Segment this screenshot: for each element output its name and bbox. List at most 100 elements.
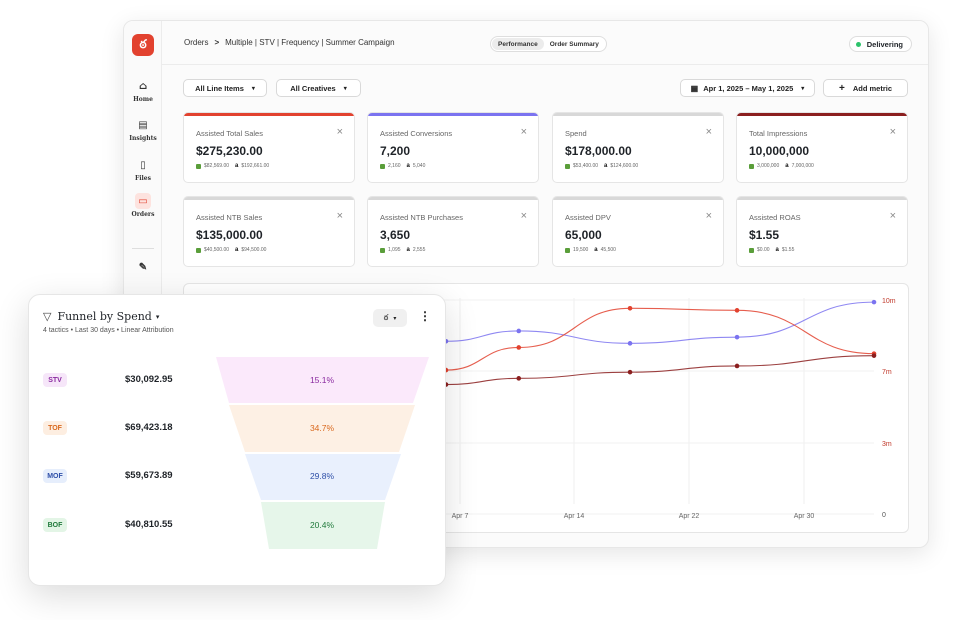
tactic-spend: $40,810.55	[125, 519, 173, 530]
line-items-label: All Line Items	[195, 83, 244, 93]
funnel-segment[interactable]	[216, 357, 429, 403]
metric-breakdown-b: $94,500.00	[241, 247, 267, 253]
metric-card[interactable]: Assisted ROAS × $1.55 $0.00 a $1.55	[736, 196, 908, 267]
chart-point[interactable]	[734, 334, 740, 340]
metric-breakdown: 1,095 a 2,555	[380, 247, 425, 253]
close-icon[interactable]: ×	[705, 126, 712, 138]
funnel-title[interactable]: ▽ Funnel by Spend ▾	[43, 310, 159, 323]
chart-point[interactable]	[871, 299, 877, 305]
chart-point[interactable]	[734, 308, 740, 313]
breadcrumb-current: Multiple | STV | Frequency | Summer Camp…	[225, 38, 395, 47]
add-metric-button[interactable]: + Add metric	[823, 79, 908, 97]
sidebar-item-label: Insights	[129, 135, 157, 142]
metric-color-bar	[737, 113, 907, 116]
close-icon[interactable]: ×	[336, 210, 343, 222]
chart-point[interactable]	[871, 353, 877, 358]
chart-point[interactable]	[627, 341, 633, 346]
amazon-icon: a	[235, 247, 239, 253]
app-logo[interactable]: ఠ	[132, 34, 154, 56]
chart-point[interactable]	[734, 363, 740, 369]
creatives-dropdown[interactable]: All Creatives ▾	[276, 79, 361, 97]
file-icon: ▯	[140, 159, 146, 171]
metric-breakdown-a: $82,569.00	[204, 163, 230, 169]
metric-breakdown-b: $192,661.00	[241, 163, 270, 169]
shopify-icon	[565, 163, 570, 169]
sidebar-item-files[interactable]: ▯ Files	[124, 157, 162, 183]
sidebar-item-insights[interactable]: ▤ Insights	[124, 117, 162, 143]
chart-point[interactable]	[516, 328, 522, 334]
chart-point[interactable]	[627, 369, 633, 375]
close-icon[interactable]: ×	[336, 126, 343, 138]
chart-y-tick-label: 3m	[882, 441, 892, 448]
plus-icon: +	[838, 82, 845, 94]
amazon-icon: a	[604, 163, 608, 169]
metric-breakdown: $82,569.00 a $192,661.00	[196, 163, 269, 169]
funnel-subtitle: 4 tactics • Last 30 days • Linear Attrib…	[43, 327, 174, 334]
shopify-icon	[380, 247, 385, 253]
date-range-picker[interactable]: ▦ Apr 1, 2025 – May 1, 2025 ▾	[680, 79, 815, 97]
metric-card[interactable]: Assisted DPV × 65,000 19,500 a 45,500	[552, 196, 724, 267]
sidebar-item-edit[interactable]: ✎	[124, 259, 162, 277]
metric-card[interactable]: Total Impressions × 10,000,000 3,000,000 a 7,…	[736, 112, 908, 183]
metric-color-bar	[184, 113, 354, 116]
metric-label: Assisted Conversions	[380, 129, 453, 138]
metric-breakdown-b: 45,500	[600, 247, 616, 253]
tactic-badge: TOF	[43, 421, 67, 435]
tactic-share: 15.1%	[309, 375, 335, 385]
shopify-icon	[749, 163, 754, 169]
metric-breakdown: 2,160 a 5,040	[380, 163, 425, 169]
sidebar-item-home[interactable]: ⌂ Home	[124, 78, 162, 104]
metric-breakdown: 19,500 a 45,500	[565, 247, 616, 253]
metric-card[interactable]: Assisted Conversions × 7,200 2,160 a 5,040	[367, 112, 539, 183]
metric-value: 7,200	[380, 144, 411, 158]
line-items-dropdown[interactable]: All Line Items ▾	[183, 79, 267, 97]
chart-point[interactable]	[627, 306, 633, 311]
funnel-segment[interactable]	[261, 502, 385, 549]
clipboard-icon: ▭	[135, 193, 151, 209]
metric-card[interactable]: Spend × $178,000.00 $53,400.00 a $124,600.00	[552, 112, 724, 183]
metric-card[interactable]: Assisted Total Sales × $275,230.00 $82,569.…	[183, 112, 355, 183]
tactic-share: 34.7%	[309, 423, 335, 433]
chart-y-tick-label: 0	[882, 512, 886, 519]
close-icon[interactable]: ×	[889, 210, 896, 222]
close-icon[interactable]: ×	[520, 126, 527, 138]
chart-series-line	[445, 301, 875, 344]
caret-down-icon: ▾	[343, 85, 347, 92]
sidebar-item-label: Orders	[131, 211, 155, 218]
tab-order-summary[interactable]: Order Summary	[549, 41, 599, 48]
metric-value: $1.55	[749, 228, 780, 242]
chart-point[interactable]	[516, 376, 522, 381]
metric-value: $135,000.00	[196, 228, 263, 242]
sidebar-item-orders[interactable]: ▭ Orders	[124, 193, 162, 218]
metric-card[interactable]: Assisted NTB Sales × $135,000.00 $40,500.00…	[183, 196, 355, 267]
attribution-menu-button[interactable]: ఠ ▾	[373, 309, 407, 327]
chart-x-tick-label: Apr 14	[564, 513, 585, 520]
filter-icon: ▽	[43, 310, 52, 323]
amazon-icon: a	[235, 163, 239, 169]
close-icon[interactable]: ×	[889, 126, 896, 138]
status-badge: Delivering	[848, 36, 912, 52]
shopify-icon	[196, 247, 201, 253]
top-bar: Orders > Multiple | STV | Frequency | Summ…	[162, 21, 928, 65]
breadcrumb-root[interactable]: Orders	[184, 38, 209, 47]
tab-performance[interactable]: Performance	[492, 38, 544, 50]
metric-color-bar	[737, 197, 907, 200]
metric-label: Assisted NTB Sales	[196, 213, 263, 222]
metric-breakdown-a: $0.00	[757, 247, 770, 253]
funnel-segment[interactable]	[229, 405, 415, 452]
tactic-spend: $69,423.18	[125, 422, 173, 433]
more-menu-icon[interactable]: ⋮	[419, 309, 431, 323]
metric-breakdown-b: $1.55	[781, 247, 795, 253]
shopify-icon	[749, 247, 754, 253]
metric-label: Assisted NTB Purchases	[380, 213, 463, 222]
metric-value: $178,000.00	[565, 144, 632, 158]
chart-x-tick-label: Apr 7	[452, 513, 469, 520]
chart-point[interactable]	[516, 345, 522, 350]
metric-value: 65,000	[565, 228, 602, 242]
metric-breakdown-b: 2,555	[412, 247, 426, 253]
close-icon[interactable]: ×	[520, 210, 527, 222]
funnel-segment[interactable]	[245, 454, 401, 500]
metric-color-bar	[553, 113, 723, 116]
metric-card[interactable]: Assisted NTB Purchases × 3,650 1,095 a 2,555	[367, 196, 539, 267]
close-icon[interactable]: ×	[705, 210, 712, 222]
